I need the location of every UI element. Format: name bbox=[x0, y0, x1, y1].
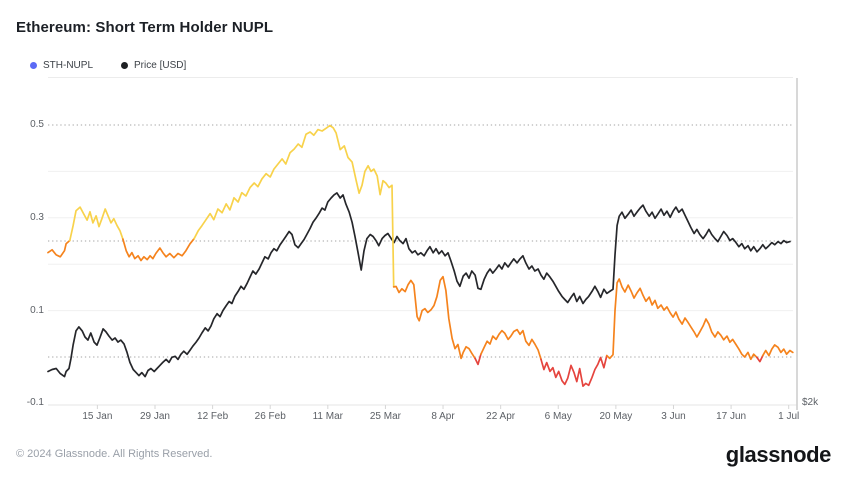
legend-dot-icon bbox=[30, 62, 37, 69]
y-axis-tick-label: -0.1 bbox=[26, 397, 44, 409]
x-axis-tick-label: 22 Apr bbox=[486, 411, 516, 422]
sth-nupl-line bbox=[122, 237, 195, 262]
plot-top-border bbox=[48, 77, 793, 78]
copyright-text: © 2024 Glassnode. All Rights Reserved. bbox=[16, 448, 213, 460]
chart-legend: STH-NUPL Price [USD] bbox=[30, 60, 186, 71]
glassnode-logo: glassnode bbox=[725, 442, 832, 467]
x-axis-tick-label: 26 Feb bbox=[254, 411, 286, 422]
x-axis-tick-label: 25 Mar bbox=[369, 411, 401, 422]
sth-nupl-line bbox=[480, 328, 542, 361]
sth-nupl-line bbox=[605, 278, 758, 361]
y-axis-tick-label: 0.5 bbox=[30, 119, 44, 130]
x-axis-tick-label: 12 Feb bbox=[197, 411, 229, 422]
legend-dot-icon bbox=[121, 62, 129, 69]
y-axis-tick-label: 0.3 bbox=[30, 211, 44, 223]
x-axis-tick-label: 20 May bbox=[599, 411, 633, 422]
x-axis-tick-label: 11 Mar bbox=[312, 411, 344, 422]
x-axis-tick-label: 8 Apr bbox=[431, 411, 455, 422]
legend-item-label: STH-NUPL bbox=[43, 60, 94, 71]
sth-nupl-line bbox=[392, 275, 476, 360]
sth-nupl-line bbox=[756, 354, 764, 363]
legend-item-label: Price [USD] bbox=[134, 60, 187, 71]
x-axis-tick-label: 3 Jun bbox=[661, 411, 686, 422]
sth-nupl-line bbox=[47, 239, 71, 258]
x-axis-tick-label: 17 Jun bbox=[716, 411, 747, 422]
page-title: Ethereum: Short Term Holder NUPL bbox=[16, 19, 274, 36]
legend-item-sth-nupl[interactable]: STH-NUPL bbox=[30, 60, 93, 71]
x-axis-tick-label: 1 Jul bbox=[778, 411, 800, 422]
price-line bbox=[47, 192, 791, 378]
x-axis-tick-label: 15 Jan bbox=[82, 411, 113, 422]
x-axis-tick-label: 6 May bbox=[544, 411, 572, 422]
legend-item-price[interactable]: Price [USD] bbox=[121, 60, 186, 71]
chart-plot-area[interactable] bbox=[48, 78, 797, 405]
sth-nupl-line bbox=[540, 354, 608, 388]
sth-nupl-line bbox=[193, 124, 395, 288]
sth-nupl-line bbox=[474, 353, 482, 366]
y-axis-tick-label: 0.1 bbox=[30, 304, 44, 316]
x-axis-tick-label: 29 Jan bbox=[139, 411, 170, 422]
price-axis-tick-label: $2k bbox=[802, 397, 819, 408]
sth-nupl-line bbox=[761, 344, 794, 357]
sth-nupl-line bbox=[68, 206, 124, 242]
